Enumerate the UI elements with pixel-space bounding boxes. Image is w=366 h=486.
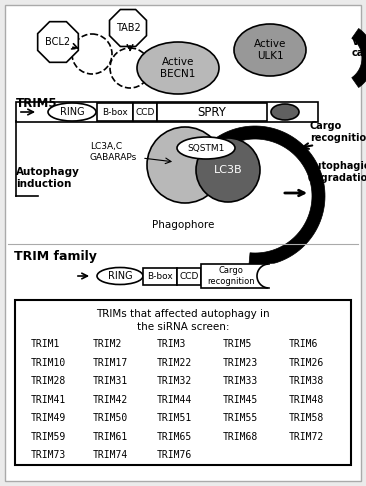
Text: CCD: CCD <box>135 107 155 117</box>
Text: TRIM50: TRIM50 <box>93 413 128 423</box>
Text: TRIM61: TRIM61 <box>93 432 128 441</box>
Text: TRIM5: TRIM5 <box>16 97 57 109</box>
Text: BCL2: BCL2 <box>45 37 71 47</box>
Circle shape <box>110 48 150 88</box>
Ellipse shape <box>177 137 235 159</box>
Ellipse shape <box>137 42 219 94</box>
Text: LC3A,C
GABARAPs: LC3A,C GABARAPs <box>90 142 137 162</box>
FancyBboxPatch shape <box>15 300 351 465</box>
Text: Active
BECN1: Active BECN1 <box>160 57 196 79</box>
Text: TRIM23: TRIM23 <box>223 358 258 367</box>
Circle shape <box>196 138 260 202</box>
Text: TRIM1: TRIM1 <box>31 339 60 349</box>
Text: Autophagic
degradation: Autophagic degradation <box>308 161 366 183</box>
Text: TRIM38: TRIM38 <box>289 376 324 386</box>
Polygon shape <box>352 29 366 87</box>
Text: TRIM45: TRIM45 <box>223 395 258 404</box>
Ellipse shape <box>48 103 96 121</box>
Text: the siRNA screen:: the siRNA screen: <box>137 322 229 332</box>
Text: SPRY: SPRY <box>198 105 227 119</box>
Text: TRIM2: TRIM2 <box>93 339 122 349</box>
Text: TRIM72: TRIM72 <box>289 432 324 441</box>
Text: TRIM5: TRIM5 <box>223 339 253 349</box>
FancyBboxPatch shape <box>133 103 157 121</box>
FancyBboxPatch shape <box>201 264 269 288</box>
Circle shape <box>72 34 112 74</box>
Text: TRIM68: TRIM68 <box>223 432 258 441</box>
Ellipse shape <box>97 267 143 284</box>
Text: TRIMs that affected autophagy in: TRIMs that affected autophagy in <box>96 309 270 319</box>
Text: HIV: HIV <box>276 107 294 117</box>
Text: Phagophore: Phagophore <box>152 220 214 230</box>
FancyBboxPatch shape <box>143 267 177 284</box>
Text: TRIM44: TRIM44 <box>157 395 192 404</box>
Text: TRIM22: TRIM22 <box>157 358 192 367</box>
FancyBboxPatch shape <box>97 103 133 121</box>
Text: TRIM32: TRIM32 <box>157 376 192 386</box>
Text: TRIM17: TRIM17 <box>93 358 128 367</box>
Text: TRIM3: TRIM3 <box>157 339 186 349</box>
Text: Cargo
recognition: Cargo recognition <box>207 266 255 286</box>
Text: TRIM58: TRIM58 <box>289 413 324 423</box>
Text: Autophagy
induction: Autophagy induction <box>16 167 80 189</box>
Text: TRIM28: TRIM28 <box>31 376 66 386</box>
Text: TRIM73: TRIM73 <box>31 450 66 460</box>
Text: TRIM48: TRIM48 <box>289 395 324 404</box>
Text: SQSTM1: SQSTM1 <box>187 143 225 153</box>
Ellipse shape <box>271 104 299 120</box>
Text: Cargo
recognition: Cargo recognition <box>310 121 366 143</box>
Text: LC3B: LC3B <box>214 165 242 175</box>
Text: TRIM10: TRIM10 <box>31 358 66 367</box>
Text: TRIM76: TRIM76 <box>157 450 192 460</box>
Text: TRIM74: TRIM74 <box>93 450 128 460</box>
Text: B-box: B-box <box>102 107 128 117</box>
Text: Viral: Viral <box>352 37 366 47</box>
Text: TRIM26: TRIM26 <box>289 358 324 367</box>
Polygon shape <box>187 126 325 266</box>
Ellipse shape <box>234 24 306 76</box>
Text: Active
ULK1: Active ULK1 <box>254 39 286 61</box>
Text: TAB2: TAB2 <box>116 23 141 33</box>
Text: CCD: CCD <box>179 272 199 280</box>
Text: TRIM51: TRIM51 <box>157 413 192 423</box>
FancyBboxPatch shape <box>177 267 201 284</box>
Text: TRIM65: TRIM65 <box>157 432 192 441</box>
Circle shape <box>147 127 223 203</box>
Text: TRIM59: TRIM59 <box>31 432 66 441</box>
Text: capsid: capsid <box>352 48 366 58</box>
FancyBboxPatch shape <box>5 5 361 481</box>
Text: TRIM family: TRIM family <box>14 249 97 262</box>
Text: TRIM33: TRIM33 <box>223 376 258 386</box>
Text: RING: RING <box>60 107 84 117</box>
Text: B-box: B-box <box>147 272 173 280</box>
Text: TRIM31: TRIM31 <box>93 376 128 386</box>
Text: TRIM6: TRIM6 <box>289 339 318 349</box>
Text: RING: RING <box>108 271 132 281</box>
Text: TRIM41: TRIM41 <box>31 395 66 404</box>
Text: TRIM42: TRIM42 <box>93 395 128 404</box>
Text: TRIM55: TRIM55 <box>223 413 258 423</box>
Text: TRIM49: TRIM49 <box>31 413 66 423</box>
FancyBboxPatch shape <box>157 103 267 121</box>
